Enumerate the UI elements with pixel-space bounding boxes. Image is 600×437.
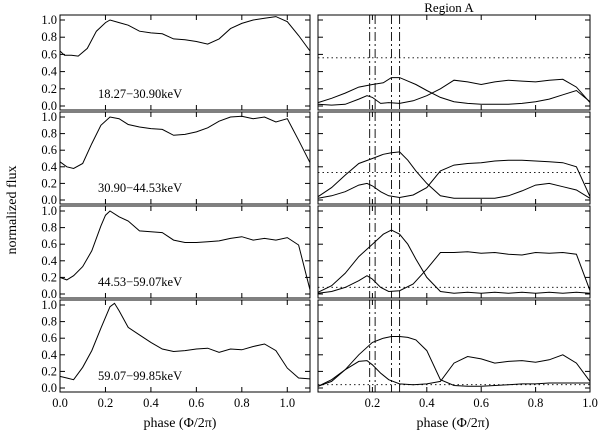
x-tick-label-left: 0.8 xyxy=(234,396,250,410)
x-tick-label-left: 1.0 xyxy=(279,396,295,410)
energy-band-label: 30.90−44.53keV xyxy=(98,181,182,195)
y-tick-label: 0.6 xyxy=(41,331,57,345)
y-tick-label: 0.0 xyxy=(41,287,57,301)
component-b-line xyxy=(317,251,591,294)
y-tick-label: 0.4 xyxy=(41,65,57,79)
right-panel-frame xyxy=(317,14,591,111)
y-tick-label: 0.6 xyxy=(41,143,57,157)
y-tick-label: 0.2 xyxy=(41,82,57,96)
right-panel-frame xyxy=(317,111,591,205)
x-tick-label-right: 0.8 xyxy=(528,396,544,410)
y-tick-label: 0.4 xyxy=(41,254,57,268)
left-panel-frame xyxy=(59,14,311,111)
y-tick-label: 1.0 xyxy=(41,204,57,218)
energy-band-label: 44.53−59.07keV xyxy=(98,275,182,289)
x-tick-label-right: 0.4 xyxy=(419,396,435,410)
x-tick-label-left: 0.4 xyxy=(143,396,159,410)
y-axis-label: normalized flux xyxy=(5,165,20,254)
component-a-line xyxy=(317,151,591,199)
component-b-line xyxy=(317,78,591,106)
left-panel-frame xyxy=(59,111,311,205)
component-a-line xyxy=(317,229,591,294)
y-tick-label: 0.6 xyxy=(41,237,57,251)
energy-band-label: 18.27−30.90keV xyxy=(98,87,182,101)
y-tick-label: 0.8 xyxy=(41,221,57,235)
y-tick-label: 1.0 xyxy=(41,13,57,27)
pulse-profile-line xyxy=(59,16,311,57)
left-panel-frame xyxy=(59,205,311,299)
y-tick-label: 0.0 xyxy=(41,381,57,395)
right-column-title: Region A xyxy=(424,0,474,15)
right-panel-frame xyxy=(317,299,591,393)
x-axis-label-left: phase (Φ/2π) xyxy=(144,416,217,431)
component-a-line xyxy=(317,336,590,387)
component-a-line xyxy=(317,77,591,105)
right-panel-frame xyxy=(317,205,591,299)
y-tick-label: 0.8 xyxy=(41,30,57,44)
y-tick-label: 0.8 xyxy=(41,127,57,141)
x-tick-label-left: 0.6 xyxy=(189,396,205,410)
x-tick-label-left: 0.2 xyxy=(98,396,114,410)
y-tick-label: 0.8 xyxy=(41,315,57,329)
left-panel-frame xyxy=(59,299,311,393)
pulse-profile-line xyxy=(59,210,311,291)
pulse-profile-line xyxy=(59,115,311,170)
y-tick-label: 0.0 xyxy=(41,193,57,207)
y-tick-label: 0.6 xyxy=(41,47,57,61)
y-tick-label: 0.2 xyxy=(41,176,57,190)
y-tick-label: 1.0 xyxy=(41,110,57,124)
y-tick-label: 1.0 xyxy=(41,298,57,312)
energy-band-label: 59.07−99.85keV xyxy=(98,369,182,383)
pulse-profile-line xyxy=(59,302,311,381)
x-axis-label-right: phase (Φ/2π) xyxy=(417,416,490,431)
component-b-line xyxy=(317,159,591,199)
y-tick-label: 0.2 xyxy=(41,364,57,378)
y-tick-label: 0.4 xyxy=(41,348,57,362)
y-tick-label: 0.4 xyxy=(41,160,57,174)
x-tick-label-left: 0.0 xyxy=(52,396,68,410)
x-tick-label-right: 0.2 xyxy=(365,396,381,410)
x-tick-label-right: 1.0 xyxy=(582,396,598,410)
component-b-line xyxy=(317,354,591,387)
x-tick-label-right: 0.6 xyxy=(473,396,489,410)
y-tick-label: 0.2 xyxy=(41,270,57,284)
y-tick-label: 0.0 xyxy=(41,99,57,113)
